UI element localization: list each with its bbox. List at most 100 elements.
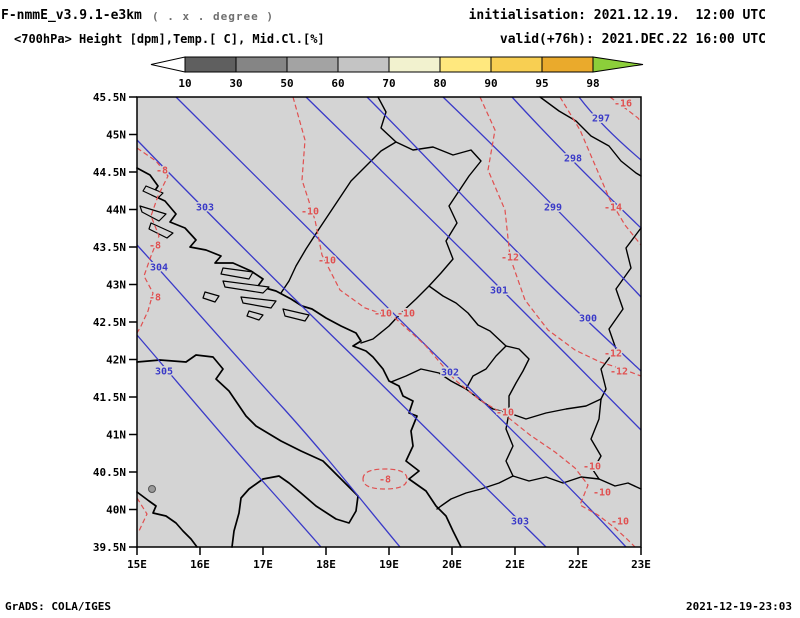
map-background xyxy=(137,97,641,547)
temp-contour-label: -12 xyxy=(604,349,622,360)
lat-axis: 45.5N 45N 44.5N 44N 43.5N 43N 42.5N 42N 41.5N 41N… xyxy=(93,91,137,554)
height-contour xyxy=(136,139,547,548)
temp-contour xyxy=(609,96,642,123)
border-serbia-kosovo-north xyxy=(428,285,507,347)
colorbar-right-arrow xyxy=(592,56,644,73)
colorbar-segments xyxy=(184,56,594,73)
height-contour xyxy=(511,96,642,229)
island xyxy=(139,205,167,222)
lat-label: 45.5N xyxy=(93,91,126,104)
grads-credit: GrADS: COLA/IGES xyxy=(5,600,111,613)
island xyxy=(202,291,220,303)
temp-contour-label: -14 xyxy=(604,203,622,214)
island xyxy=(282,308,310,322)
height-contour-label: 299 xyxy=(544,203,562,214)
lat-label: 41N xyxy=(106,429,126,442)
field-title: <700hPa> Height [dpm],Temp.[ C], Mid.Cl.… xyxy=(14,32,325,46)
colorbar-tick-label: 30 xyxy=(229,77,242,90)
border-macedonia-bulgaria xyxy=(590,398,602,480)
temp-contour xyxy=(292,96,636,548)
height-contour xyxy=(175,96,627,548)
colorbar-tick-label: 80 xyxy=(433,77,446,90)
coastline-italy-adriatic xyxy=(136,354,359,548)
temp-contour-label: -10 xyxy=(397,309,415,320)
colorbar-tick-label: 50 xyxy=(280,77,293,90)
lon-label: 17E xyxy=(253,558,273,571)
colorbar-tick-label: 90 xyxy=(484,77,497,90)
height-contour xyxy=(136,244,401,548)
island xyxy=(240,296,277,309)
colorbar-left-arrow xyxy=(150,56,186,73)
colorbar-tick-label: 98 xyxy=(586,77,599,90)
temp-contour-label: -10 xyxy=(301,207,319,218)
height-contour-label: 304 xyxy=(150,263,168,274)
height-contour-label: 300 xyxy=(579,314,597,325)
lon-label: 16E xyxy=(190,558,210,571)
island xyxy=(222,280,270,294)
temp-contour-label: -8 xyxy=(149,241,161,252)
colorbar-segment xyxy=(541,56,594,73)
height-contour-label: 298 xyxy=(564,154,582,165)
temp-contour-label: -12 xyxy=(501,253,519,264)
temp-contour-label: -10 xyxy=(611,517,629,528)
temp-contour-label: -10 xyxy=(593,488,611,499)
lat-label: 43.5N xyxy=(93,241,126,254)
colorbar-segment xyxy=(337,56,390,73)
colorbar-segment xyxy=(490,56,543,73)
lat-label: 44.5N xyxy=(93,166,126,179)
border-macedonia-greece xyxy=(512,475,600,484)
valid-time: valid(+76h): 2021.DEC.22 16:00 UTC xyxy=(499,32,766,47)
height-contour-label: 305 xyxy=(155,367,173,378)
lat-label: 39.5N xyxy=(93,541,126,554)
lon-axis: 15E 16E 17E 18E 19E 20E 21E 22E 23E xyxy=(127,547,651,571)
contour-labels: 303 304 305 302 301 300 299 298 297 303 -8 -8 -8 -8 -1… xyxy=(147,97,633,529)
island xyxy=(142,185,164,199)
colorbar-tick-label: 60 xyxy=(331,77,344,90)
lat-label: 40N xyxy=(106,504,126,517)
island xyxy=(220,267,254,280)
colorbar-tick-label: 10 xyxy=(178,77,191,90)
init-time: initialisation: 2021.12.19. 12:00 UTC xyxy=(468,8,766,23)
creation-timestamp: 2021-12-19-23:03 xyxy=(686,600,792,613)
height-contour-label: 303 xyxy=(511,517,529,528)
map-area: 45.5N 45N 44.5N 44N 43.5N 43N 42.5N 42N 41.5N 41N… xyxy=(93,91,651,571)
lat-label: 43N xyxy=(106,279,126,292)
colorbar-segment xyxy=(184,56,237,73)
coastline-balkan xyxy=(136,167,462,548)
border-kosovo-east xyxy=(505,345,530,414)
lat-label: 41.5N xyxy=(93,391,126,404)
coastline-italy-tyrrhenian xyxy=(136,491,198,548)
lon-label: 22E xyxy=(568,558,588,571)
border-albania-macedonia xyxy=(505,412,514,477)
border-serbia-bulgaria xyxy=(600,227,642,400)
lat-label: 40.5N xyxy=(93,466,126,479)
temp-contour-label: -10 xyxy=(496,408,514,419)
temp-contour xyxy=(362,468,408,490)
height-contour xyxy=(136,334,322,548)
temp-contour xyxy=(136,497,148,532)
lon-label: 21E xyxy=(505,558,525,571)
temp-contour-label: -10 xyxy=(374,309,392,320)
temp-contour-label: -8 xyxy=(156,166,168,177)
island xyxy=(246,310,264,321)
height-contour-label: 302 xyxy=(441,368,459,379)
temp-contour-label: -8 xyxy=(379,475,391,486)
lon-label: 15E xyxy=(127,558,147,571)
lat-label: 44N xyxy=(106,204,126,217)
temp-contour-label: -12 xyxy=(610,367,628,378)
lon-label: 20E xyxy=(442,558,462,571)
temp-contour-label: -16 xyxy=(614,99,632,110)
colorbar-tick-label: 95 xyxy=(535,77,548,90)
colorbar-segment xyxy=(286,56,339,73)
colorbar-segment xyxy=(439,56,492,73)
lon-label: 18E xyxy=(316,558,336,571)
border-albania-greece xyxy=(436,475,514,510)
border-greece-bulgaria xyxy=(598,478,642,490)
height-contour xyxy=(305,96,642,431)
temp-contour xyxy=(559,96,642,246)
lat-label: 42.5N xyxy=(93,316,126,329)
height-contour xyxy=(442,96,642,298)
colorbar: 10 30 50 60 70 80 90 95 98 xyxy=(150,56,644,90)
colorbar-labels: 10 30 50 60 70 80 90 95 98 xyxy=(178,77,599,90)
